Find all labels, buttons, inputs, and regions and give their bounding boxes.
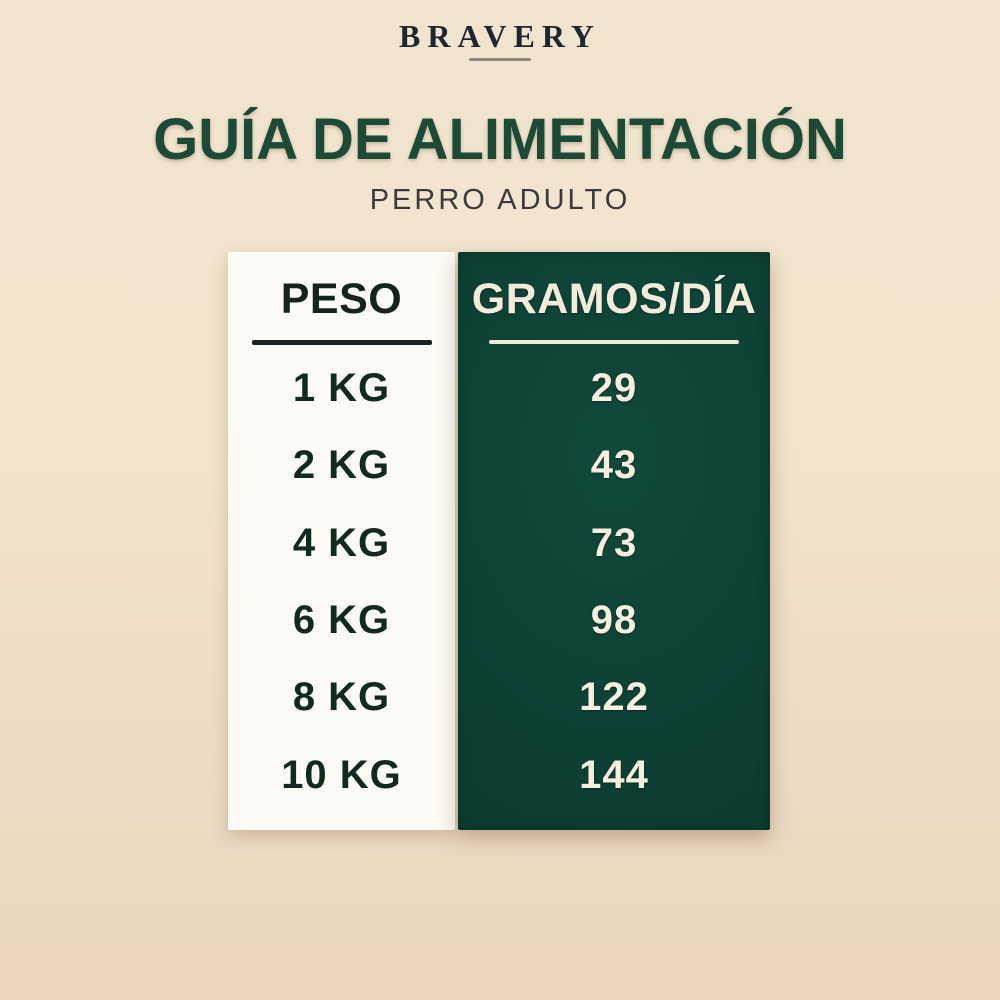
gramos-cell: 98 bbox=[590, 598, 638, 643]
brand-tagline-divider bbox=[469, 58, 531, 61]
peso-header-rule bbox=[251, 340, 432, 345]
peso-rows: 1 KG 2 KG 4 KG 6 KG 8 KG 10 KG bbox=[228, 350, 455, 814]
gramos-cell: 122 bbox=[579, 675, 649, 720]
peso-column-header: PESO bbox=[280, 275, 403, 323]
gramos-cell: 29 bbox=[590, 366, 638, 411]
gramos-header-rule bbox=[489, 340, 739, 344]
gramos-cell: 144 bbox=[579, 752, 649, 797]
gramos-rows: 29 43 73 98 122 144 bbox=[458, 350, 770, 814]
peso-cell: 1 KG bbox=[292, 366, 391, 411]
peso-column: PESO 1 KG 2 KG 4 KG 6 KG 8 KG 10 KG bbox=[228, 252, 455, 830]
feeding-table: PESO 1 KG 2 KG 4 KG 6 KG 8 KG 10 KG GRAM… bbox=[228, 252, 770, 830]
gramos-column: GRAMOS/DÍA 29 43 73 98 122 144 bbox=[458, 252, 770, 830]
peso-cell: 4 KG bbox=[292, 520, 391, 565]
brand-logo: BRAVERY bbox=[399, 18, 601, 54]
peso-cell: 2 KG bbox=[292, 443, 391, 488]
gramos-column-header: GRAMOS/DÍA bbox=[471, 275, 757, 323]
page-subtitle: PERRO ADULTO bbox=[369, 184, 631, 216]
page-title: GUÍA DE ALIMENTACIÓN bbox=[153, 107, 847, 172]
peso-cell: 6 KG bbox=[292, 598, 391, 643]
gramos-cell: 73 bbox=[590, 520, 638, 565]
peso-cell: 10 KG bbox=[281, 752, 402, 797]
gramos-cell: 43 bbox=[590, 443, 638, 488]
peso-cell: 8 KG bbox=[292, 675, 391, 720]
